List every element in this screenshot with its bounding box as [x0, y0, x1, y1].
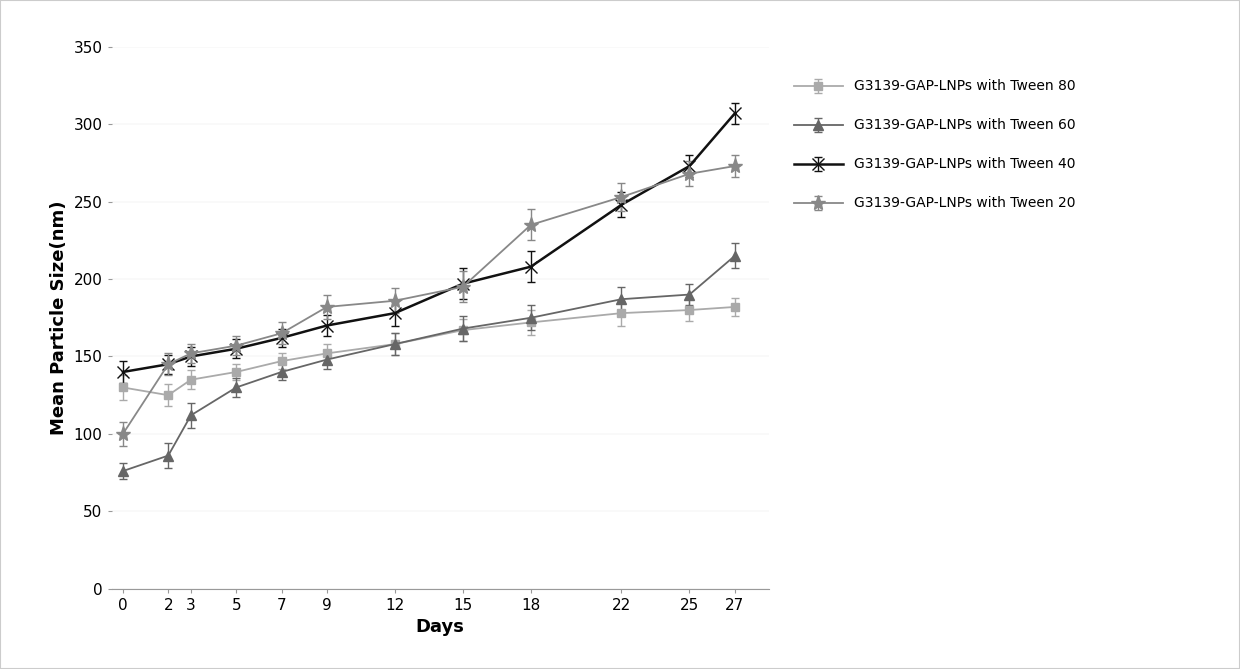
X-axis label: Days: Days [415, 618, 465, 636]
Legend: G3139-GAP-LNPs with Tween 80, G3139-GAP-LNPs with Tween 60, G3139-GAP-LNPs with : G3139-GAP-LNPs with Tween 80, G3139-GAP-… [789, 74, 1081, 216]
Y-axis label: Mean Particle Size(nm): Mean Particle Size(nm) [50, 201, 68, 435]
